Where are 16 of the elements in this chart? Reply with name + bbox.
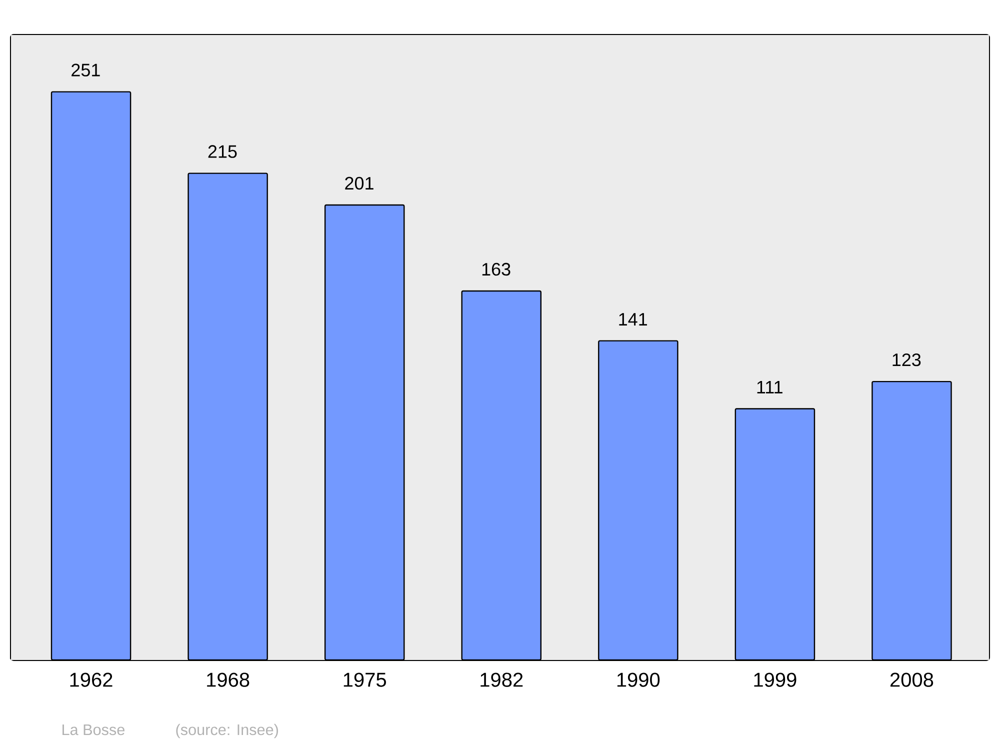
x-tick-label: 1962 [70, 672, 112, 687]
data-label: 215 [208, 145, 237, 158]
x-tick-label: 1990 [617, 672, 660, 687]
x-tick-label: 2008 [890, 672, 934, 687]
x-tick-label: 1982 [480, 672, 523, 687]
x-tick-label: 1968 [207, 672, 250, 687]
data-label: 201 [345, 176, 374, 190]
text: (source: Insee) [176, 724, 278, 738]
data-label: 251 [72, 64, 100, 76]
data-label: 111 [757, 380, 782, 394]
text: La Bosse [62, 724, 124, 736]
data-label: 123 [892, 353, 921, 366]
x-tick-label: 1975 [344, 672, 386, 687]
x-tick-label: 1999 [754, 672, 796, 687]
data-label: 163 [482, 262, 510, 276]
data-label: 141 [619, 313, 647, 326]
